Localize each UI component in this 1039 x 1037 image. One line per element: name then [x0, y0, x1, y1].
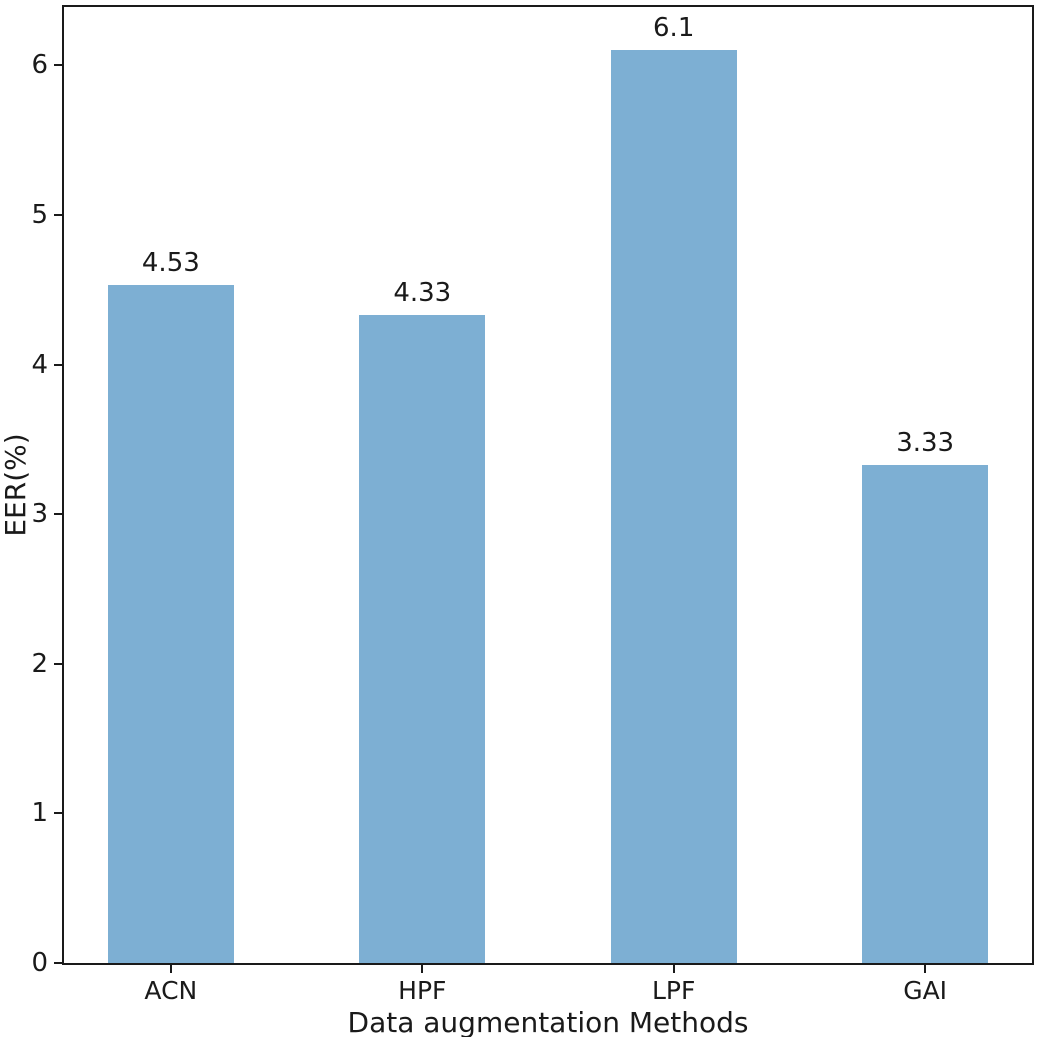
x-tick-label: GAI: [903, 976, 948, 1005]
bar-lpf: [610, 50, 737, 963]
bar-gai: [862, 464, 988, 963]
y-tick-mark: [54, 64, 62, 67]
y-tick-mark: [54, 812, 62, 815]
y-tick-label: 5: [31, 199, 48, 230]
bar-value-label: 6.1: [653, 13, 695, 44]
y-tick-mark: [54, 213, 62, 216]
y-tick-mark: [54, 363, 62, 366]
y-tick-mark: [54, 662, 62, 665]
bar-acn: [108, 285, 234, 963]
x-tick-mark: [421, 965, 424, 973]
bar-value-label: 4.53: [141, 248, 200, 279]
y-tick-label: 4: [31, 349, 48, 380]
x-tick-mark: [169, 965, 172, 973]
x-axis-label: Data augmentation Methods: [347, 1006, 749, 1037]
x-tick-label: HPF: [398, 976, 447, 1005]
x-tick-label: LPF: [652, 976, 696, 1005]
y-tick-mark: [54, 513, 62, 516]
x-tick-mark: [672, 965, 675, 973]
y-tick-label: 0: [31, 948, 48, 978]
y-tick-label: 1: [31, 798, 48, 829]
y-tick-label: 2: [31, 648, 48, 679]
x-tick-mark: [924, 965, 927, 973]
x-tick-label: ACN: [144, 976, 198, 1005]
y-tick-label: 6: [31, 50, 48, 81]
bar-value-label: 4.33: [393, 278, 452, 309]
y-tick-mark: [54, 962, 62, 964]
y-tick-label: 3: [31, 499, 48, 530]
bar-hpf: [359, 315, 486, 963]
bar-value-label: 3.33: [896, 427, 955, 458]
